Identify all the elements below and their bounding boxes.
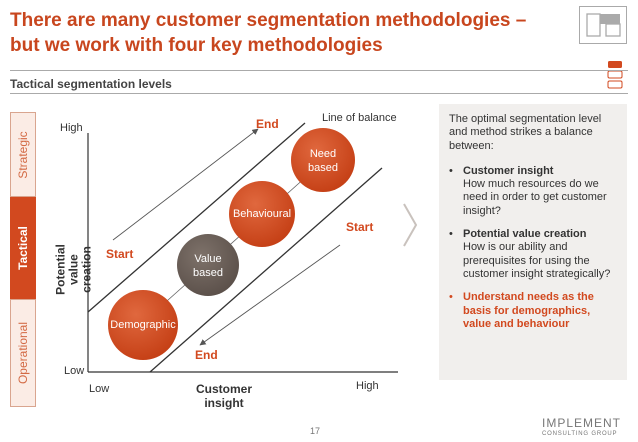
method-label-need-based: Need based bbox=[308, 147, 338, 175]
balance-line-lower bbox=[87, 122, 306, 313]
arrow-upper bbox=[112, 128, 259, 241]
panel-item-body: How much resources do we need in order t… bbox=[463, 178, 607, 217]
method-label-line-1: Behavioural bbox=[232, 208, 292, 220]
title-line-2: but we work with four key methodologies bbox=[10, 35, 383, 56]
x-axis-low: Low bbox=[89, 383, 110, 395]
header-divider bbox=[10, 70, 628, 71]
circle-behavioural bbox=[229, 181, 295, 247]
chevron-right-icon bbox=[403, 203, 418, 247]
balance-line-upper bbox=[149, 167, 383, 373]
panel-item-value-creation: Potential value creation How is our abil… bbox=[449, 228, 617, 281]
balance-explanation-panel: The optimal segmentation level and metho… bbox=[439, 104, 627, 380]
x-axis-label-line-1: Customer bbox=[195, 382, 252, 396]
tier-tactical: Tactical bbox=[10, 197, 36, 299]
panel-item-head: Understand needs as the basis for demogr… bbox=[463, 291, 594, 330]
method-label-line-1: Need bbox=[309, 148, 337, 160]
method-label-value-based: Value based bbox=[193, 252, 223, 280]
y-axis-high: High bbox=[60, 122, 83, 134]
panel-item-understand-needs: Understand needs as the basis for demogr… bbox=[449, 291, 617, 331]
panel-intro: The optimal segmentation level and metho… bbox=[449, 113, 602, 152]
brand-name: IMPLEMENT bbox=[542, 416, 622, 430]
y-axis-label: Potential value creation bbox=[53, 230, 94, 310]
method-label-line-2: based bbox=[193, 267, 223, 279]
section-indicator-icon bbox=[607, 61, 623, 89]
brand-logo: IMPLEMENT CONSULTING GROUP bbox=[542, 416, 622, 440]
method-label-demographic: Demographic bbox=[110, 318, 175, 332]
panel-item-body: How is our ability and prerequisites for… bbox=[463, 241, 611, 280]
circle-demographic bbox=[108, 290, 178, 360]
panel-item-head: Potential value creation bbox=[463, 228, 587, 241]
title-line-1: There are many customer segmentation met… bbox=[10, 10, 527, 31]
arrow-lower bbox=[199, 244, 341, 346]
panel-item-customer-insight: Customer insight How much resources do w… bbox=[449, 165, 617, 218]
upper-arrow-start: Start bbox=[106, 247, 134, 261]
y-axis-label-line-2: value creation bbox=[66, 246, 94, 293]
method-label-line-1: Demographic bbox=[110, 319, 176, 331]
x-axis-label: Customer insight bbox=[189, 382, 259, 410]
method-connector bbox=[139, 159, 326, 326]
upper-arrow-end: End bbox=[256, 117, 279, 131]
line-of-balance-label: Line of balance bbox=[322, 112, 397, 124]
lower-arrow-end: End bbox=[195, 348, 218, 362]
tier-operational: Operational bbox=[10, 299, 36, 407]
method-label-line-2: based bbox=[308, 162, 338, 174]
method-label-line-1: Value bbox=[194, 253, 222, 265]
method-label-behavioural: Behavioural bbox=[233, 207, 291, 221]
brand-subtitle: CONSULTING GROUP bbox=[542, 431, 618, 437]
panel-item-head: Customer insight bbox=[463, 164, 554, 177]
x-axis-label-line-2: insight bbox=[204, 396, 244, 410]
y-axis-label-line-1: Potential bbox=[53, 244, 68, 295]
circle-need-based bbox=[291, 128, 355, 192]
page-number: 17 bbox=[310, 426, 321, 436]
page-title: There are many customer segmentation met… bbox=[10, 8, 570, 58]
lower-arrow-start: Start bbox=[346, 220, 374, 234]
circle-value-based bbox=[177, 234, 239, 296]
section-title: Tactical segmentation levels bbox=[10, 77, 172, 91]
tier-strategic: Strategic bbox=[10, 112, 36, 197]
y-axis-low: Low bbox=[64, 365, 85, 377]
section-divider bbox=[10, 93, 628, 94]
company-logo-mark bbox=[579, 6, 627, 44]
x-axis-high: High bbox=[356, 380, 379, 392]
